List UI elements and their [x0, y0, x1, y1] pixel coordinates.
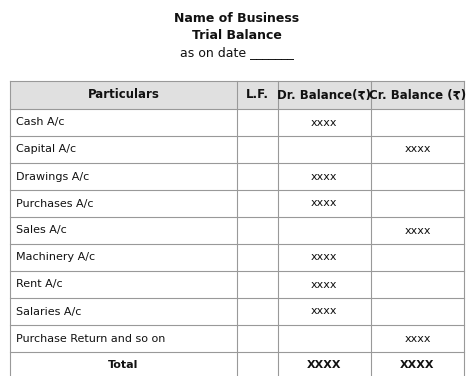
Text: Rent A/c: Rent A/c	[16, 279, 63, 290]
Text: Cr. Balance (₹): Cr. Balance (₹)	[369, 88, 466, 102]
Bar	[10, 325, 464, 352]
Text: xxxx: xxxx	[311, 199, 337, 209]
Bar	[10, 136, 464, 163]
Text: Dr. Balance(₹): Dr. Balance(₹)	[277, 88, 372, 102]
Bar	[10, 244, 464, 271]
Text: Purchases A/c: Purchases A/c	[16, 199, 93, 209]
Text: Drawings A/c: Drawings A/c	[16, 171, 89, 182]
Text: Sales A/c: Sales A/c	[16, 226, 67, 235]
Bar	[10, 217, 464, 244]
Text: Capital A/c: Capital A/c	[16, 144, 76, 155]
Text: Particulars: Particulars	[88, 88, 159, 102]
Bar	[10, 81, 464, 109]
Text: Cash A/c: Cash A/c	[16, 117, 64, 127]
Bar	[10, 271, 464, 298]
Bar	[10, 298, 464, 325]
Text: L.F.: L.F.	[246, 88, 269, 102]
Text: xxxx: xxxx	[404, 334, 431, 344]
Bar	[10, 352, 464, 376]
Text: xxxx: xxxx	[311, 171, 337, 182]
Text: xxxx: xxxx	[311, 306, 337, 317]
Text: Total: Total	[109, 361, 139, 370]
Text: xxxx: xxxx	[404, 144, 431, 155]
Text: XXXX: XXXX	[307, 361, 342, 370]
Text: Name of Business: Name of Business	[174, 12, 300, 25]
Text: XXXX: XXXX	[400, 361, 435, 370]
Text: xxxx: xxxx	[311, 279, 337, 290]
Text: xxxx: xxxx	[311, 117, 337, 127]
Bar	[10, 190, 464, 217]
Text: xxxx: xxxx	[311, 253, 337, 262]
Text: as on date _______: as on date _______	[180, 46, 294, 59]
Text: Purchase Return and so on: Purchase Return and so on	[16, 334, 165, 344]
Bar	[10, 109, 464, 136]
Bar	[10, 163, 464, 190]
Text: Salaries A/c: Salaries A/c	[16, 306, 82, 317]
Text: Machinery A/c: Machinery A/c	[16, 253, 95, 262]
Text: xxxx: xxxx	[404, 226, 431, 235]
Text: Trial Balance: Trial Balance	[192, 29, 282, 42]
